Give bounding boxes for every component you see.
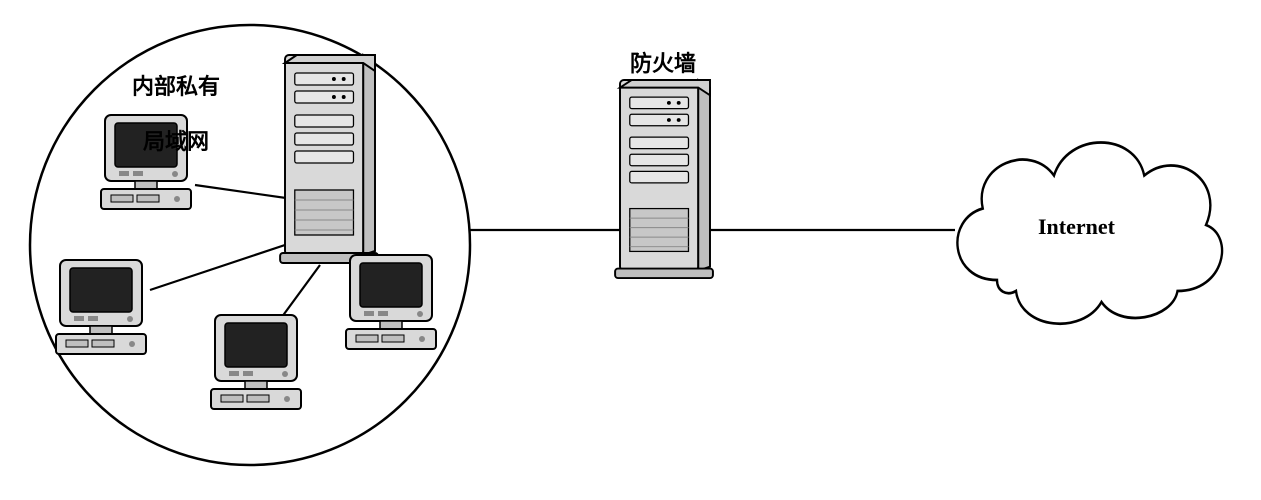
firewall-server-icon	[615, 80, 713, 278]
lan-server-icon	[280, 55, 378, 263]
internet-label: Internet	[1038, 213, 1115, 241]
lan-title-line1: 内部私有	[132, 74, 220, 99]
edge-lan_server-pc2	[150, 240, 300, 290]
diagram-root: 内部私有 局域网 防火墙 Internet	[0, 0, 1261, 500]
pc2-icon	[56, 260, 146, 354]
lan-title-label: 内部私有 局域网	[110, 45, 220, 183]
pc4-icon	[346, 255, 436, 349]
pc3-icon	[211, 315, 301, 409]
firewall-label: 防火墙	[630, 50, 696, 78]
lan-title-line2: 局域网	[143, 129, 209, 154]
